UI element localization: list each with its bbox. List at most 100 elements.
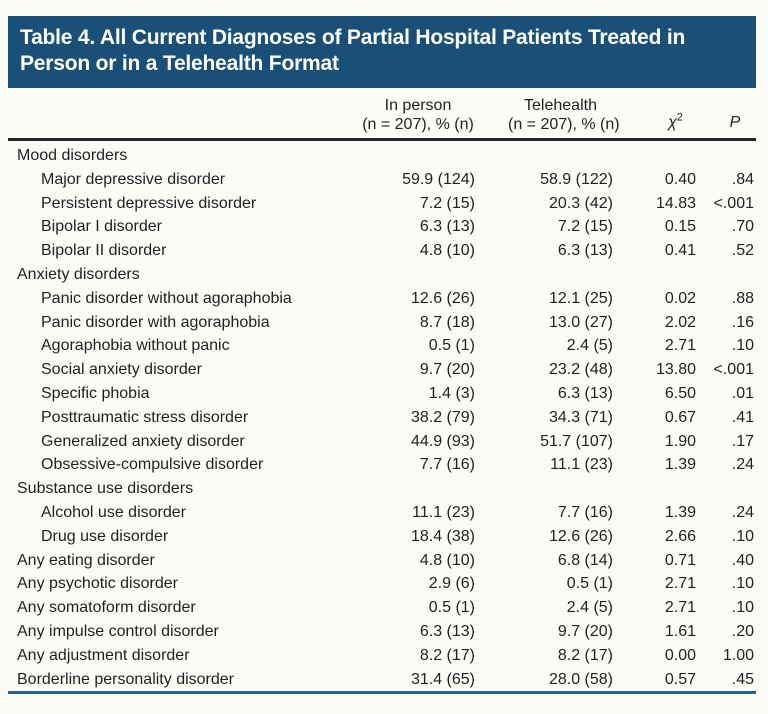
col-header-in-person-line2: (n = 207), % (n) — [362, 116, 474, 133]
p-value: .01 — [731, 384, 754, 402]
diagnosis-label: Agoraphobia without panic — [41, 337, 230, 355]
table-row: Specific phobia 1.4 (3) 6.3 (13) 6.50 .01 — [8, 382, 756, 406]
telehealth-value: 11.1 (23) — [550, 456, 613, 474]
telehealth-value: 13.0 (27) — [548, 313, 613, 331]
chi-square-value: 1.39 — [664, 456, 696, 474]
col-header-diagnosis-blank — [8, 88, 358, 141]
table-row: Posttraumatic stress disorder 38.2 (79) 34… — [8, 406, 756, 430]
table-row: Generalized anxiety disorder 44.9 (93) 51.… — [8, 430, 756, 454]
p-value: .10 — [731, 527, 754, 545]
in-person-value: 31.4 (65) — [358, 667, 478, 695]
p-value: .52 — [731, 242, 754, 260]
chi-square-value: 0.15 — [664, 218, 696, 236]
p-value: .16 — [731, 313, 754, 331]
section-header: Anxiety disorders — [17, 265, 140, 283]
table-row: Social anxiety disorder 9.7 (20) 23.2 (48)… — [8, 358, 756, 382]
p-value: .10 — [731, 337, 754, 355]
table-figure: Table 4. All Current Diagnoses of Partia… — [8, 16, 756, 695]
telehealth-value: 8.2 (17) — [557, 646, 613, 664]
chi-square-value: 1.90 — [664, 432, 696, 450]
table-body: Mood disorders Major depressive disorder 5… — [8, 140, 756, 695]
p-value: .41 — [731, 408, 754, 426]
p-value: .45 — [698, 667, 756, 695]
section-row: Substance use disorders — [8, 477, 756, 501]
chi-square-value: 6.50 — [664, 384, 696, 402]
telehealth-value: 7.7 (16) — [557, 503, 613, 521]
p-value: .24 — [731, 456, 754, 474]
diagnosis-label: Any somatoform disorder — [17, 599, 196, 617]
chi-symbol: χ — [668, 114, 677, 131]
diagnosis-label: Alcohol use disorder — [41, 503, 186, 521]
p-symbol: P — [729, 114, 741, 131]
in-person-value: 44.9 (93) — [410, 432, 475, 450]
p-value: <.001 — [713, 361, 754, 379]
telehealth-value: 7.2 (15) — [557, 218, 613, 236]
table-row: Panic disorder without agoraphobia 12.6 (… — [8, 287, 756, 311]
col-header-p-value: P — [698, 88, 756, 141]
in-person-value: 18.4 (38) — [410, 527, 475, 545]
diagnosis-label: Drug use disorder — [41, 527, 169, 545]
diagnosis-label: Panic disorder with agoraphobia — [41, 313, 270, 331]
diagnosis-label: Social anxiety disorder — [41, 361, 202, 379]
p-value: .70 — [731, 218, 754, 236]
in-person-value: 9.7 (20) — [419, 361, 475, 379]
table-row: Any eating disorder 4.8 (10) 6.8 (14) 0.71.… — [8, 549, 756, 573]
table-row: Agoraphobia without panic 0.5 (1) 2.4 (5) 2… — [8, 334, 756, 358]
section-header: Substance use disorders — [17, 480, 194, 498]
diagnosis-label: Major depressive disorder — [41, 170, 226, 188]
in-person-value: 6.3 (13) — [419, 218, 475, 236]
in-person-value: 4.8 (10) — [419, 242, 475, 260]
chi-square-value: 2.71 — [664, 575, 696, 593]
telehealth-value: 6.3 (13) — [557, 384, 613, 402]
telehealth-value: 34.3 (71) — [548, 408, 613, 426]
table-row: Persistent depressive disorder 7.2 (15) 20… — [8, 192, 756, 216]
chi-square-value: 2.71 — [664, 337, 696, 355]
col-header-chi-square: χ2 — [613, 88, 698, 141]
in-person-value: 8.2 (17) — [419, 646, 475, 664]
telehealth-value: 9.7 (20) — [557, 622, 613, 640]
p-value: 1.00 — [722, 646, 754, 664]
chi-square-value: 0.02 — [664, 289, 696, 307]
chi-square-value: 1.61 — [664, 622, 696, 640]
telehealth-value: 6.8 (14) — [557, 551, 613, 569]
chi-square-value: 2.66 — [664, 527, 696, 545]
col-header-in-person-line1: In person — [384, 97, 452, 114]
diagnosis-label: Obsessive-compulsive disorder — [41, 456, 264, 474]
section-row: Mood disorders — [8, 140, 756, 168]
table-row: Any impulse control disorder 6.3 (13) 9.7 … — [8, 620, 756, 644]
col-header-telehealth: Telehealth (n = 207), % (n) — [478, 88, 620, 141]
telehealth-value: 20.3 (42) — [548, 194, 613, 212]
diagnosis-label: Panic disorder without agoraphobia — [41, 289, 292, 307]
chi-square-value: 2.71 — [664, 599, 696, 617]
chi-square-value: 0.00 — [664, 646, 696, 664]
in-person-value: 38.2 (79) — [410, 408, 475, 426]
telehealth-value: 2.4 (5) — [566, 599, 613, 617]
diagnosis-label: Specific phobia — [41, 384, 150, 402]
p-value: .10 — [731, 599, 754, 617]
table-header: In person (n = 207), % (n) Telehealth (n… — [8, 88, 756, 141]
header-row: In person (n = 207), % (n) Telehealth (n… — [8, 88, 756, 141]
table-row: Bipolar I disorder 6.3 (13) 7.2 (15) 0.15 .7… — [8, 215, 756, 239]
chi-square-value: 0.67 — [664, 408, 696, 426]
in-person-value: 6.3 (13) — [419, 622, 475, 640]
in-person-value: 59.9 (124) — [402, 170, 475, 188]
telehealth-value: 12.1 (25) — [548, 289, 613, 307]
p-value: .17 — [731, 432, 754, 450]
in-person-value: 8.7 (18) — [419, 313, 475, 331]
telehealth-value: 51.7 (107) — [540, 432, 613, 450]
in-person-value: 11.1 (23) — [412, 503, 475, 521]
telehealth-value: 0.5 (1) — [566, 575, 613, 593]
table-row: Panic disorder with agoraphobia 8.7 (18) 1… — [8, 311, 756, 335]
diagnosis-label: Any eating disorder — [17, 551, 155, 569]
table-title-bar: Table 4. All Current Diagnoses of Partia… — [8, 16, 756, 88]
table-row: Major depressive disorder 59.9 (124) 58.9 … — [8, 168, 756, 192]
chi-square-value: 13.80 — [655, 361, 696, 379]
chi-square-value: 1.39 — [664, 503, 696, 521]
telehealth-value: 12.6 (26) — [548, 527, 613, 545]
table-row: Bipolar II disorder 4.8 (10) 6.3 (13) 0.41.… — [8, 239, 756, 263]
table-row: Any adjustment disorder 8.2 (17) 8.2 (17) 0… — [8, 644, 756, 668]
diagnosis-label: Bipolar I disorder — [41, 218, 162, 236]
p-value: .24 — [731, 503, 754, 521]
col-header-telehealth-line1: Telehealth — [524, 97, 597, 114]
telehealth-value: 28.0 (58) — [478, 667, 613, 695]
